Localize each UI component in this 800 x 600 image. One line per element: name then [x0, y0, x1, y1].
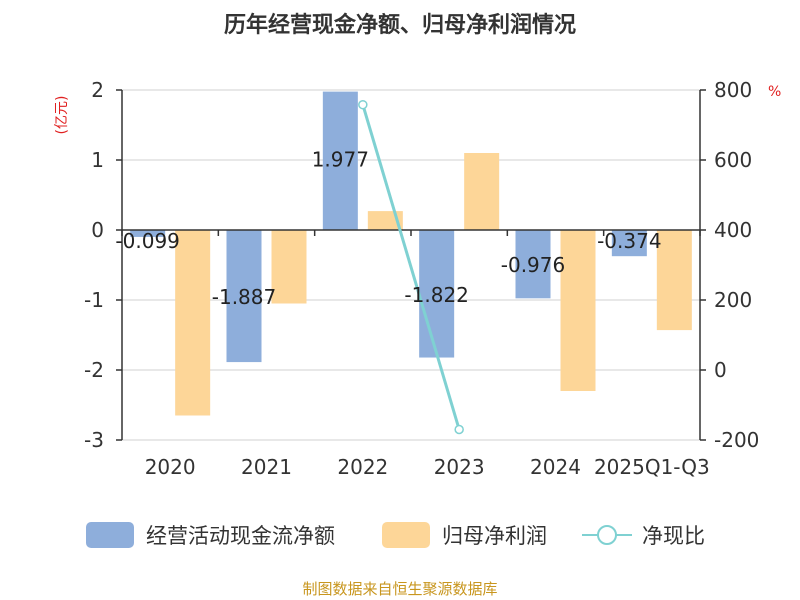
- lines: [358, 99, 464, 435]
- left-tick-label: 1: [91, 148, 104, 172]
- ratio-line: [361, 104, 461, 430]
- left-tick-label: 2: [91, 78, 104, 102]
- legend-swatch-ratio-marker: [597, 525, 617, 545]
- right-tick-label: -200: [714, 428, 759, 452]
- cashflow-value-label: -0.099: [115, 229, 179, 253]
- cashflow-bar: [226, 230, 262, 363]
- right-tick-label: 200: [714, 288, 752, 312]
- x-tick-label: 2022: [337, 455, 388, 479]
- left-tick-label: -2: [84, 358, 104, 382]
- ratio-point: [358, 99, 368, 110]
- cashflow-bar: [611, 230, 647, 257]
- axes: 2 1 0 -1 -2 -3 800 600 400 200 0 -200 2020 2021 2022 20…: [84, 78, 759, 479]
- chart-title: 历年经营现金净额、归母净利润情况: [224, 12, 576, 38]
- legend: 经营活动现金流净额 归母净利润 净现比: [86, 522, 705, 548]
- profit-bar: [367, 211, 403, 230]
- ratio-point: [454, 424, 464, 435]
- data-labels: -0.099 -1.887 1.977 -1.822 -0.976 -0.374: [115, 148, 661, 309]
- cashflow-value-label: -1.822: [404, 283, 468, 307]
- cashflow-value-label: -0.976: [501, 253, 565, 277]
- source-note: 制图数据来自恒生聚源数据库: [302, 580, 497, 598]
- left-tick-label: 0: [91, 218, 104, 242]
- legend-label-cashflow: 经营活动现金流净额: [146, 524, 335, 548]
- right-tick-label: 400: [714, 218, 752, 242]
- cashflow-value-label: -0.374: [597, 229, 661, 253]
- legend-swatch-cashflow: [86, 522, 134, 548]
- x-tick-label: 2020: [145, 455, 196, 479]
- x-tick-label: 2024: [530, 455, 581, 479]
- right-axis-unit: %: [768, 84, 781, 100]
- right-tick-label: 800: [714, 78, 752, 102]
- cashflow-bar: [322, 91, 358, 230]
- cashflow-bar: [130, 230, 166, 237]
- bars: [130, 91, 692, 416]
- profit-bar: [656, 230, 692, 331]
- cashflow-bar: [419, 230, 455, 358]
- profit-bar: [175, 230, 211, 416]
- legend-label-profit: 归母净利润: [442, 524, 547, 548]
- cashflow-value-label: 1.977: [312, 148, 369, 172]
- right-tick-label: 600: [714, 148, 752, 172]
- right-tick-label: 0: [714, 358, 727, 382]
- x-tick-label: 2025Q1-Q3: [594, 455, 710, 479]
- x-tick-label: 2023: [434, 455, 485, 479]
- profit-bar: [560, 230, 596, 391]
- cashflow-value-label: -1.887: [212, 285, 276, 309]
- legend-label-ratio: 净现比: [642, 524, 705, 548]
- left-axis-unit: (亿元): [54, 96, 70, 135]
- left-tick-label: -3: [84, 428, 104, 452]
- left-tick-label: -1: [84, 288, 104, 312]
- cashflow-bar: [515, 230, 551, 299]
- legend-swatch-profit: [382, 522, 430, 548]
- x-tick-label: 2021: [241, 455, 292, 479]
- profit-bar: [464, 153, 500, 230]
- profit-bar: [271, 230, 307, 304]
